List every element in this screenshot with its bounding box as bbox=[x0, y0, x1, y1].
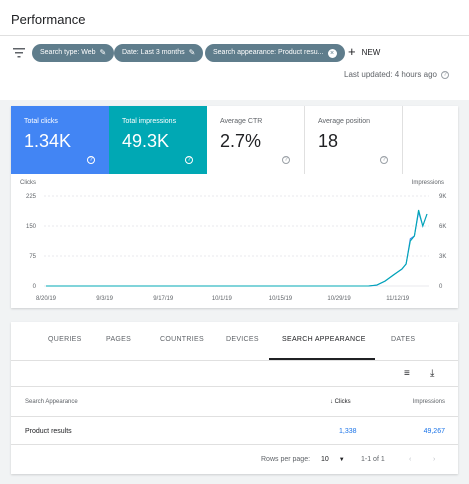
sort-down-icon: ↓ bbox=[330, 399, 333, 405]
new-filter-button[interactable]: + NEW bbox=[348, 44, 381, 59]
y-tick-right: 0 bbox=[439, 284, 443, 290]
x-tick-label: 10/15/19 bbox=[269, 296, 293, 302]
y-tick-right: 6K bbox=[439, 224, 446, 230]
table-row-impressions: 49,267 bbox=[423, 428, 445, 435]
y-axis-right-label: Impressions bbox=[411, 180, 444, 186]
metric-label: Average position bbox=[318, 118, 371, 125]
metric-average-position[interactable]: Average position 18 ? bbox=[305, 106, 403, 174]
tab-queries[interactable]: QUERIES bbox=[48, 336, 82, 343]
y-tick-right: 3K bbox=[439, 254, 446, 260]
help-icon[interactable]: ? bbox=[380, 156, 388, 164]
edit-icon[interactable]: ✎ bbox=[99, 48, 107, 57]
next-page-icon[interactable]: › bbox=[433, 456, 436, 463]
x-tick-label: 9/17/19 bbox=[153, 296, 174, 302]
column-header-clicks-label: Clicks bbox=[334, 399, 351, 405]
chip-search-type[interactable]: Search type: Web ✎ bbox=[32, 44, 115, 62]
divider bbox=[11, 444, 458, 445]
metric-value: 49.3K bbox=[122, 131, 170, 151]
clicks-series-line bbox=[46, 211, 428, 287]
performance-card: Total clicks 1.34K ? Total impressions 4… bbox=[11, 106, 458, 308]
help-icon[interactable]: ? bbox=[87, 156, 95, 164]
x-tick-label: 9/3/19 bbox=[96, 296, 113, 302]
column-header-impressions[interactable]: Impressions bbox=[412, 399, 445, 405]
filter-icon[interactable] bbox=[13, 48, 25, 58]
y-tick-left: 0 bbox=[33, 284, 37, 290]
impressions-series-line bbox=[46, 209, 428, 287]
rows-per-page-label: Rows per page: bbox=[261, 456, 311, 463]
y-tick-left: 75 bbox=[29, 254, 36, 260]
plus-icon: + bbox=[348, 44, 356, 59]
y-tick-left: 150 bbox=[26, 224, 37, 230]
chip-label: Date: Last 3 months bbox=[122, 49, 185, 56]
column-header-search-appearance[interactable]: Search Appearance bbox=[25, 399, 78, 405]
metric-label: Total impressions bbox=[122, 118, 177, 125]
tab-devices[interactable]: DEVICES bbox=[226, 336, 259, 343]
divider bbox=[11, 416, 458, 417]
chip-date[interactable]: Date: Last 3 months ✎ bbox=[114, 44, 204, 62]
tab-search-appearance[interactable]: SEARCH APPEARANCE bbox=[282, 336, 366, 343]
help-icon[interactable]: ? bbox=[441, 70, 449, 79]
divider bbox=[11, 386, 458, 387]
divider bbox=[0, 35, 469, 36]
edit-icon[interactable]: ✎ bbox=[188, 48, 196, 57]
table-card: QUERIES PAGES COUNTRIES DEVICES SEARCH A… bbox=[11, 322, 458, 474]
download-icon[interactable]: ⤓ bbox=[430, 368, 435, 379]
performance-chart: 225 150 75 0 9K 6K 3K 0 8/20/19 9/3/19 9/17/19 10/1… bbox=[26, 194, 446, 302]
metric-label: Average CTR bbox=[220, 118, 263, 125]
chip-search-appearance[interactable]: Search appearance: Product resu... × bbox=[205, 44, 345, 62]
tab-countries[interactable]: COUNTRIES bbox=[160, 336, 204, 343]
column-header-clicks[interactable]: ↓ Clicks bbox=[330, 399, 351, 405]
tab-pages[interactable]: PAGES bbox=[106, 336, 132, 343]
y-tick-right: 9K bbox=[439, 194, 446, 200]
new-filter-label: NEW bbox=[361, 47, 381, 57]
metric-value: 18 bbox=[318, 131, 339, 151]
x-tick-label: 11/12/19 bbox=[386, 296, 410, 302]
metric-value: 1.34K bbox=[24, 131, 72, 151]
metric-average-ctr[interactable]: Average CTR 2.7% ? bbox=[207, 106, 305, 174]
dropdown-arrow-icon: ▼ bbox=[338, 457, 345, 463]
x-tick-label: 10/1/19 bbox=[212, 296, 233, 302]
close-icon[interactable]: × bbox=[327, 48, 337, 58]
rows-per-page-value: 10 bbox=[321, 456, 329, 463]
pagination-range: 1-1 of 1 bbox=[361, 456, 385, 463]
rows-per-page-select[interactable]: 10 ▼ bbox=[321, 456, 345, 463]
help-icon[interactable]: ? bbox=[185, 156, 193, 164]
y-tick-left: 225 bbox=[26, 194, 37, 200]
metric-value: 2.7% bbox=[220, 131, 262, 151]
y-axis-left-label: Clicks bbox=[20, 180, 36, 186]
last-updated-text: Last updated: 4 hours ago bbox=[344, 70, 437, 79]
page-title: Performance bbox=[11, 12, 86, 27]
table-row-clicks: 1,338 bbox=[339, 428, 357, 435]
filter-rows-icon[interactable]: ≡ bbox=[404, 368, 410, 379]
active-tab-indicator bbox=[269, 358, 375, 360]
x-tick-label: 8/20/19 bbox=[36, 296, 57, 302]
help-icon[interactable]: ? bbox=[282, 156, 290, 164]
table-row-name[interactable]: Product results bbox=[25, 428, 72, 435]
prev-page-icon[interactable]: ‹ bbox=[409, 456, 412, 463]
metric-label: Total clicks bbox=[24, 118, 58, 125]
tab-dates[interactable]: DATES bbox=[391, 336, 416, 343]
x-tick-label: 10/29/19 bbox=[327, 296, 351, 302]
metric-total-clicks[interactable]: Total clicks 1.34K ? bbox=[11, 106, 109, 174]
divider bbox=[11, 360, 458, 361]
chip-label: Search type: Web bbox=[40, 49, 96, 56]
metric-total-impressions[interactable]: Total impressions 49.3K ? bbox=[109, 106, 207, 174]
last-updated: Last updated: 4 hours ago ? bbox=[344, 70, 449, 79]
header: Performance Search type: Web ✎ Date: Las… bbox=[0, 0, 469, 100]
chip-label: Search appearance: Product resu... bbox=[213, 49, 324, 56]
